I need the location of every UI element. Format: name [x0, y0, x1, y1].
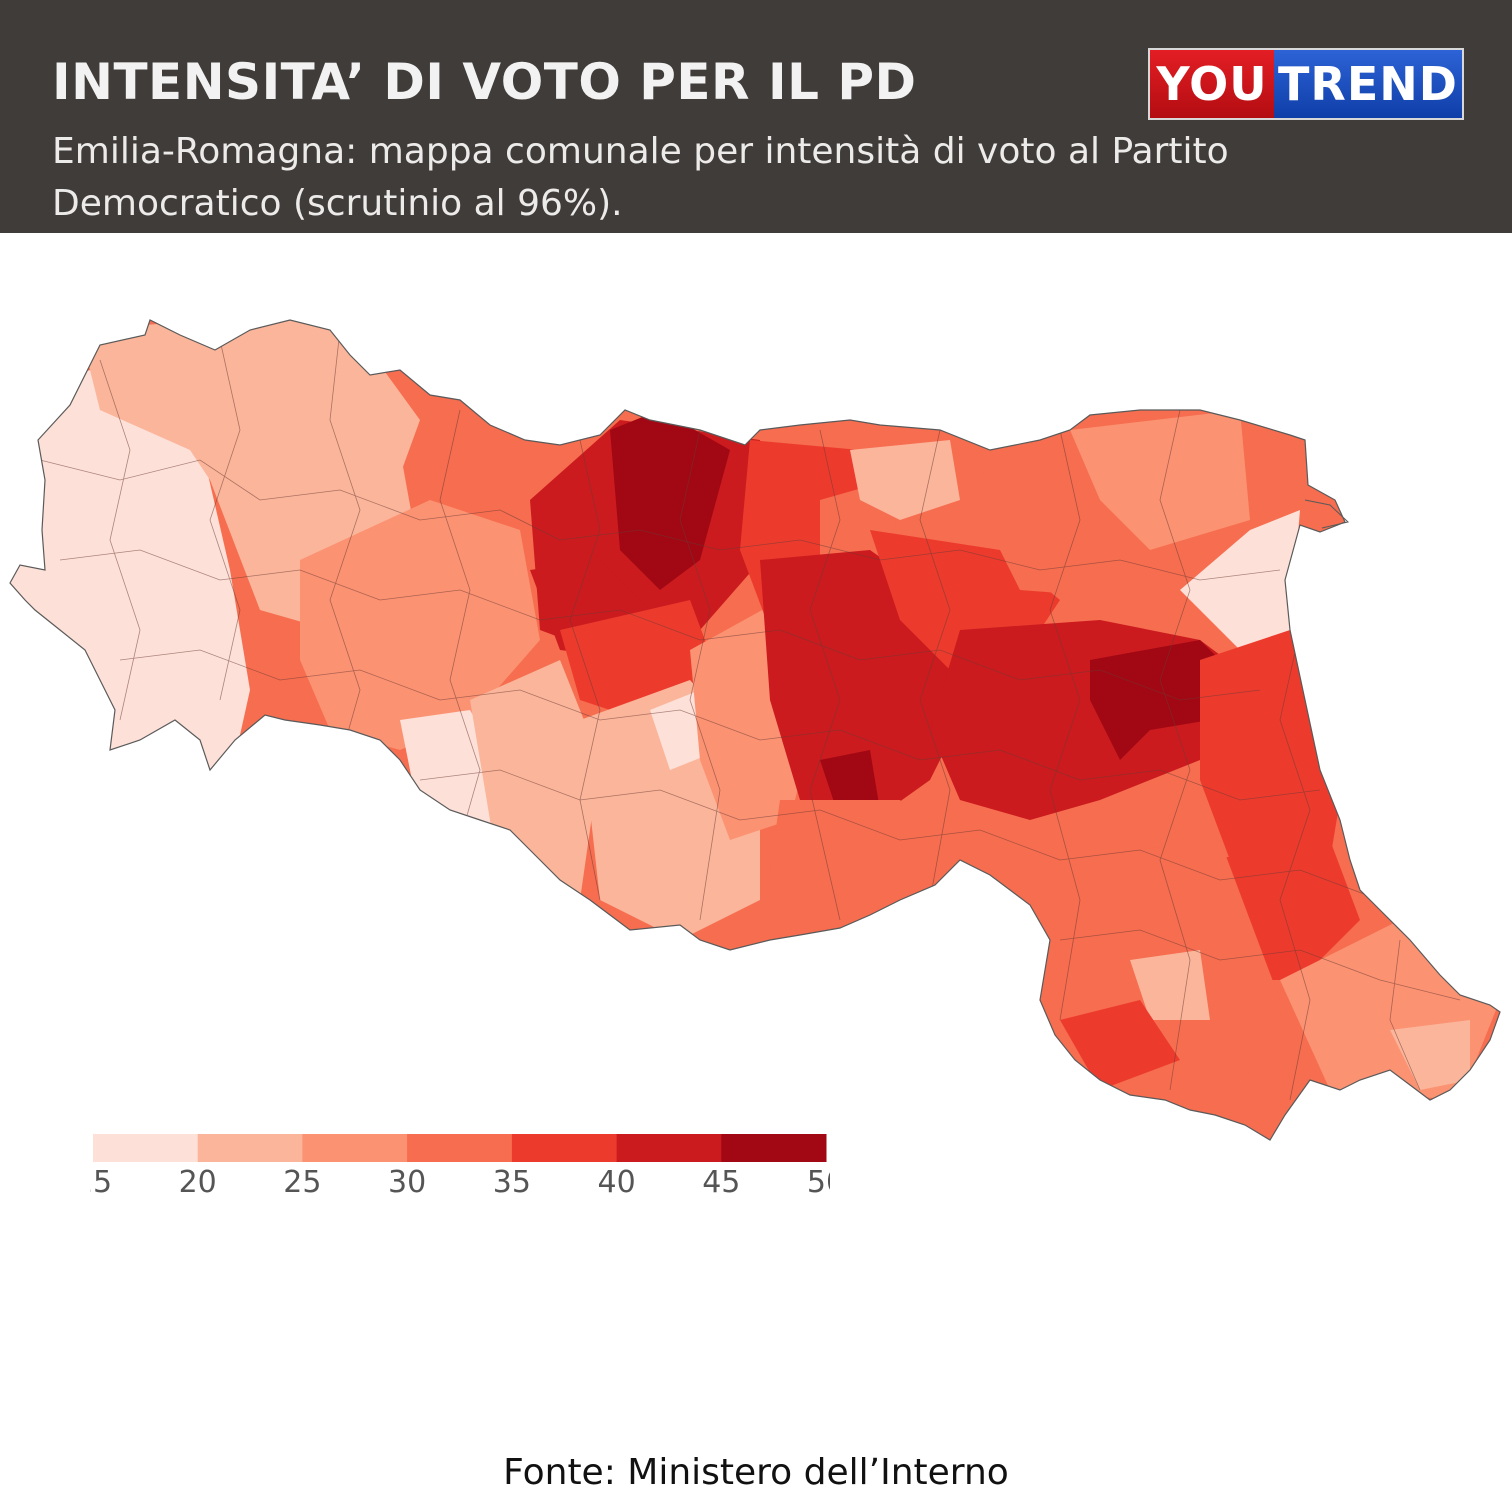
choropleth-map	[9, 319, 1501, 1141]
legend-bin	[93, 1134, 199, 1162]
zone-ferrara-plain	[850, 440, 960, 520]
zone-romagna-light	[1130, 950, 1210, 1020]
legend-tick-label: 30	[388, 1165, 426, 1200]
header-banner: INTENSITA’ DI VOTO PER IL PD Emilia-Roma…	[0, 0, 1512, 233]
legend-tick-label: 45	[702, 1165, 740, 1200]
legend-tick-label: 35	[493, 1165, 531, 1200]
legend-tick-label: 20	[179, 1165, 217, 1200]
logo-trend-part: TREND	[1274, 50, 1462, 118]
legend-tick-label: 15	[90, 1165, 112, 1200]
map-zones	[10, 320, 1500, 1140]
comune-boundaries	[39, 329, 1461, 1101]
zone-ferrara-delta	[1180, 510, 1300, 660]
legend-tick-label: 40	[598, 1165, 636, 1200]
logo-you-part: YOU	[1150, 50, 1274, 118]
zone-parma-plain	[300, 500, 540, 750]
legend-bins	[93, 1134, 827, 1162]
zone-ferrara-light	[1070, 410, 1250, 550]
legend-bin	[407, 1134, 513, 1162]
legend-ticks: 15 20 25 30 35 40 45 50	[90, 1165, 830, 1200]
zone-romagna-dark	[1060, 1000, 1180, 1090]
youtrend-logo: YOU TREND	[1148, 48, 1464, 120]
legend-bin	[511, 1134, 618, 1162]
po-delta-coast	[1304, 499, 1350, 529]
page-subtitle: Emilia-Romagna: mappa comunale per inten…	[52, 131, 1229, 224]
legend-bin	[616, 1134, 722, 1162]
zone-rimini-light	[1390, 1020, 1470, 1090]
legend: 15 20 25 30 35 40 45 50	[90, 1134, 830, 1200]
legend-bin	[197, 1134, 303, 1162]
zone-faenza-dark	[1090, 640, 1230, 760]
legend-tick-label: 50	[807, 1165, 830, 1200]
zone-ravenna-coast	[1200, 630, 1340, 860]
legend-bin	[302, 1134, 408, 1162]
legend-bin	[721, 1134, 827, 1162]
page-title: INTENSITA’ DI VOTO PER IL PD	[52, 53, 917, 111]
source-note: Fonte: Ministero dell’Interno	[503, 1452, 1009, 1493]
legend-tick-label: 25	[283, 1165, 321, 1200]
